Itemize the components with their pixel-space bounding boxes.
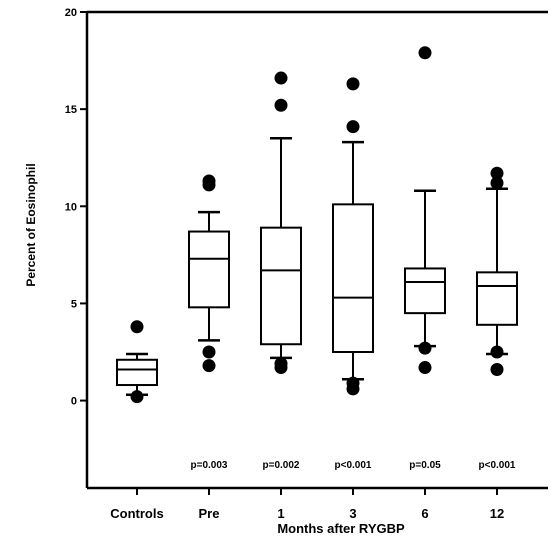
outlier-point (490, 166, 504, 180)
outlier-point (490, 176, 504, 190)
p-value-label: p<0.001 (335, 460, 372, 471)
box-group-3 (332, 77, 374, 396)
box (404, 267, 446, 315)
box-group-pre (188, 174, 230, 373)
box-group-6 (404, 46, 446, 375)
outlier-point (418, 46, 432, 60)
outlier-point (274, 98, 288, 112)
outlier-point (418, 341, 432, 355)
outlier-point (274, 71, 288, 85)
x-tick-label: 6 (421, 506, 428, 521)
p-value-label: p=0.003 (191, 460, 228, 471)
outlier-point (202, 345, 216, 359)
x-tick-label: Pre (199, 506, 220, 521)
axes (85, 10, 548, 490)
box (476, 271, 518, 326)
box-group-12 (476, 166, 518, 376)
outlier-point (490, 345, 504, 359)
box-group-1 (260, 71, 302, 375)
box (116, 358, 158, 387)
outlier-point (202, 359, 216, 373)
box (332, 203, 374, 353)
boxes (116, 46, 518, 404)
outlier-point (130, 320, 144, 334)
y-tick-label: 5 (71, 298, 77, 310)
box (188, 230, 230, 309)
p-value-label: p=0.002 (263, 460, 300, 471)
y-tick-label: 0 (71, 396, 77, 408)
outlier-point (274, 361, 288, 375)
outlier-point (490, 362, 504, 376)
p-value-label: p<0.001 (479, 460, 516, 471)
outlier-point (418, 361, 432, 375)
y-tick-label: 15 (65, 104, 77, 116)
x-ticks: Controls Pre 1 3 6 12 (110, 488, 504, 521)
x-tick-label: 3 (349, 506, 356, 521)
y-tick-label: 20 (65, 7, 77, 19)
y-tick-label: 10 (65, 201, 77, 213)
x-axis-label: Months after RYGBP (277, 521, 405, 536)
outlier-point (346, 77, 360, 91)
y-axis-label: Percent of Eosinophil (24, 163, 38, 286)
p-value-label: p=0.05 (409, 460, 441, 471)
p-values: p=0.003 p=0.002 p<0.001 p=0.05 p<0.001 (191, 460, 516, 471)
box (260, 226, 302, 346)
y-ticks: 0 5 10 15 20 (65, 7, 87, 408)
outlier-point (130, 390, 144, 404)
outlier-point (346, 120, 360, 134)
outlier-point (202, 178, 216, 192)
outlier-point (346, 382, 360, 396)
x-tick-label: 12 (490, 506, 504, 521)
box-group-controls (116, 320, 158, 404)
x-tick-label: Controls (110, 506, 163, 521)
x-tick-label: 1 (277, 506, 284, 521)
